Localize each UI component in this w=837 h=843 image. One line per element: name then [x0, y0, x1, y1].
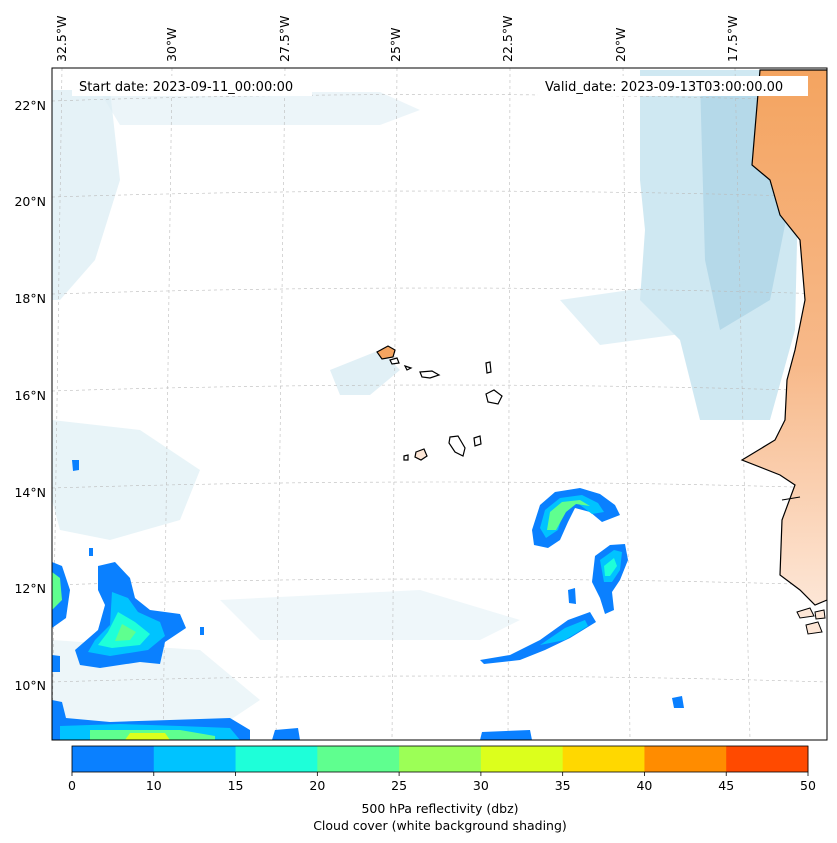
lon-label: 22.5°W: [500, 16, 515, 62]
colorbar-ticks: 0 10 15 20 25 30 35 40 45 50: [68, 772, 816, 793]
lat-label: 18°N: [14, 291, 46, 306]
lon-label: 32.5°W: [54, 16, 69, 62]
island-brava: [403, 454, 409, 461]
island-sao-vicente: [389, 357, 400, 365]
colorbar-tick-label: 10: [146, 778, 162, 793]
gambia-notch: [781, 496, 801, 501]
cloud-patch-east-strip: [560, 280, 710, 345]
colorbar-tick-label: 0: [68, 778, 76, 793]
refl-speck-6: [568, 588, 576, 604]
colorbar-segment: [644, 746, 727, 772]
colorbar-label-line2: Cloud cover (white background shading): [313, 818, 567, 833]
lon-label: 20°W: [613, 27, 628, 62]
colorbar-segment: [726, 746, 809, 772]
refl-south-band-30: [125, 733, 170, 740]
colorbar-tick-label: 35: [555, 778, 571, 793]
lon-label: 27.5°W: [277, 16, 292, 62]
colorbar-segment: [562, 746, 645, 772]
map-border: [51, 67, 828, 741]
island-sao-nicolau: [419, 370, 441, 379]
colorbar-tick-label: 15: [228, 778, 244, 793]
coast-islands-south: [796, 607, 826, 635]
cloud-patch-north-west: [52, 90, 120, 300]
lon-label: 25°W: [388, 27, 403, 62]
island-santo-antao: [376, 345, 396, 360]
refl-streak-10: [480, 612, 596, 664]
refl-arc-20: [604, 558, 617, 576]
refl-speck-7: [672, 696, 684, 708]
start-date-box: Start date: 2023-09-11_00:00:00: [72, 76, 312, 96]
island-fogo: [414, 448, 428, 461]
colorbar-segments: [72, 746, 809, 772]
lat-label: 20°N: [14, 194, 46, 209]
island-santa-luzia: [403, 364, 413, 371]
colorbar-tick-label: 40: [636, 778, 652, 793]
colorbar-tick-label: 25: [391, 778, 407, 793]
island-maio: [473, 435, 482, 447]
african-land: [740, 69, 827, 606]
island-santiago: [448, 435, 466, 457]
lon-label: 30°W: [164, 27, 179, 62]
colorbar-label-line1: 500 hPa reflectivity (dbz): [361, 801, 518, 816]
colorbar: 0 10 15 20 25 30 35 40 45 50 500 hPa reflectivity…: [68, 745, 816, 833]
cloud-patch-islands: [330, 350, 400, 395]
cloud-patch-west-band: [52, 420, 200, 540]
refl-streak-15: [540, 620, 588, 645]
island-sal: [485, 361, 492, 374]
colorbar-segment: [72, 746, 155, 772]
island-boa-vista: [485, 389, 503, 405]
valid-date-text: Valid_date: 2023-09-13T03:00:00.00: [545, 80, 783, 95]
lon-label: 17.5°W: [725, 16, 740, 62]
longitude-labels: 32.5°W 30°W 27.5°W 25°W 22.5°W 20°W 17.5…: [54, 16, 740, 62]
colorbar-tick-label: 45: [718, 778, 734, 793]
refl-speck-3: [200, 627, 204, 635]
refl-blob-west-25: [115, 624, 136, 641]
lat-label: 22°N: [14, 98, 46, 113]
colorbar-segment: [399, 746, 482, 772]
colorbar-border: [71, 745, 809, 773]
refl-hook-20: [547, 500, 590, 530]
latitude-labels: 22°N 20°N 18°N 16°N 14°N 12°N 10°N: [14, 98, 46, 693]
colorbar-segment: [480, 746, 564, 772]
cloud-patch-south-band: [220, 590, 520, 640]
reflectivity-contours: [52, 460, 684, 740]
refl-speck-5: [480, 730, 532, 740]
cape-verde-islands: [376, 345, 503, 461]
graticule: [52, 68, 827, 740]
refl-speck-1: [72, 460, 79, 471]
refl-west-edge-12-inner: [52, 572, 62, 610]
lat-label: 16°N: [14, 388, 46, 403]
colorbar-segment: [235, 746, 318, 772]
colorbar-tick-label: 20: [309, 778, 325, 793]
refl-speck-2: [89, 548, 93, 556]
start-date-text: Start date: 2023-09-11_00:00:00: [79, 80, 293, 95]
lat-label: 10°N: [14, 678, 46, 693]
colorbar-segment: [153, 746, 237, 772]
lat-label: 12°N: [14, 581, 46, 596]
refl-speck-4: [272, 728, 300, 740]
refl-west-edge-9: [52, 655, 60, 672]
lat-label: 14°N: [14, 485, 46, 500]
colorbar-tick-label: 30: [473, 778, 489, 793]
valid-date-box: Valid_date: 2023-09-13T03:00:00.00: [538, 76, 808, 96]
colorbar-tick-label: 50: [800, 778, 816, 793]
cloud-patch-north-band: [100, 92, 420, 125]
colorbar-segment: [317, 746, 400, 772]
